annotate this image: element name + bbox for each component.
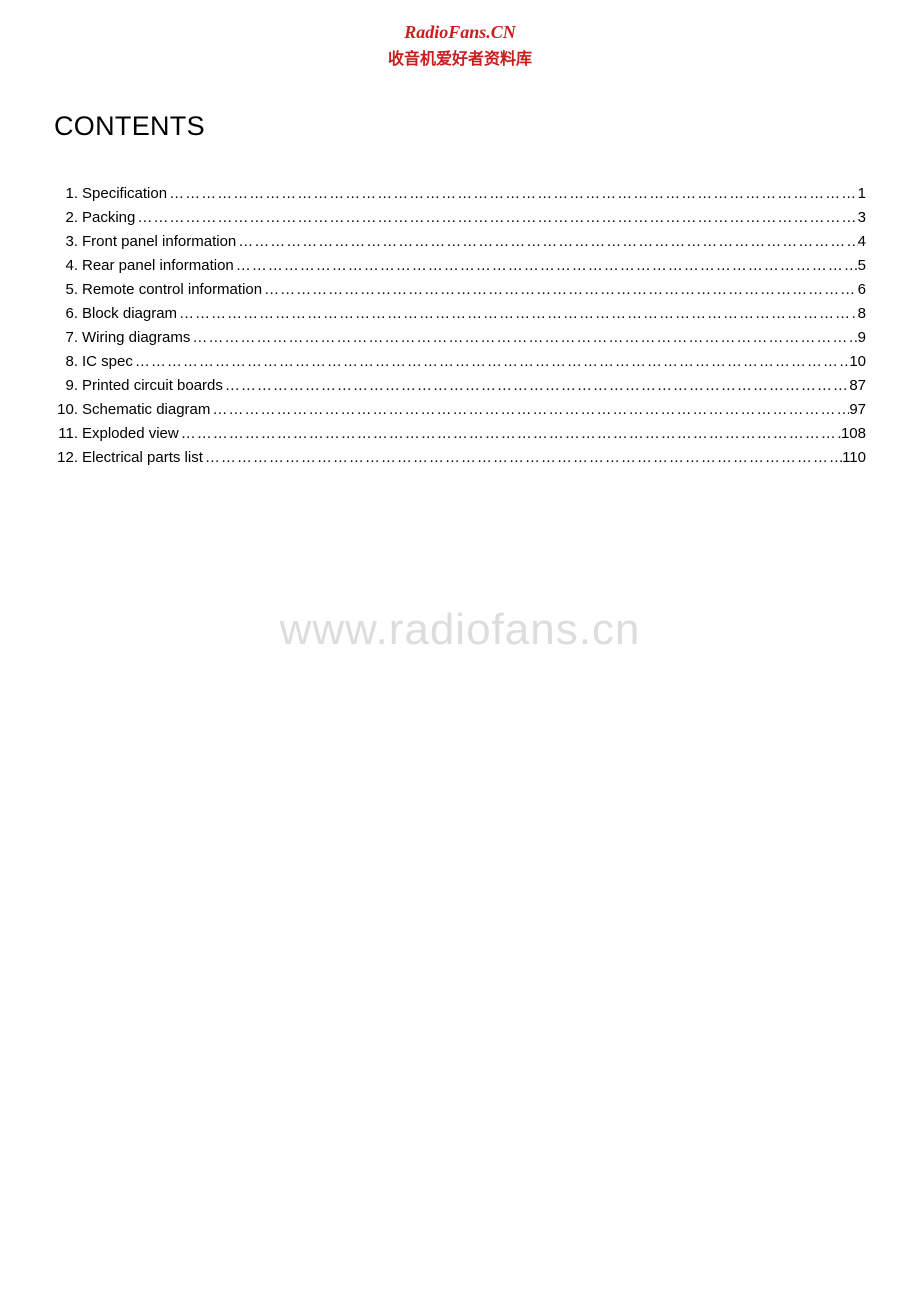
toc-item-page: 3 [858,206,866,230]
toc-item: 11. Exploded view …………………………………………………………… [54,422,866,446]
toc-item-leader: …………………………………………………………………………………………………………… [234,254,858,278]
toc-item-number: 10. [54,398,78,422]
toc-item-page: 10 [849,350,866,374]
toc-item: 4. Rear panel information ……………………………………… [54,254,866,278]
watermark-text: www.radiofans.cn [0,605,920,655]
toc-item-leader: …………………………………………………………………………………………………………… [133,350,849,374]
toc-item: 6. Block diagram ……………………………………………………………… [54,302,866,326]
header-title: RadioFans.CN [0,22,920,43]
contents-section: CONTENTS 1. Specification ……………………………………… [0,69,920,470]
toc-item-label: Block diagram [82,302,177,326]
toc-item-leader: …………………………………………………………………………………………………………… [262,278,858,302]
toc-item-page: 97 [849,398,866,422]
toc-item-number: 8. [54,350,78,374]
toc-item-number: 5. [54,278,78,302]
header-subtitle: 收音机爱好者资料库 [0,45,920,69]
toc-item-page: 9 [858,326,866,350]
toc-item-page: 87 [849,374,866,398]
toc-item-label: IC spec [82,350,133,374]
toc-item-label: Exploded view [82,422,179,446]
toc-item-label: Electrical parts list [82,446,203,470]
toc-item-leader: …………………………………………………………………………………………………………… [190,326,857,350]
toc-item-page: 1 [858,182,866,206]
toc-item-page: 4 [858,230,866,254]
toc-item-leader: …………………………………………………………………………………………………………… [177,302,858,326]
toc-list: 1. Specification ……………………………………………………………… [54,182,866,470]
toc-item: 8. IC spec ……………………………………………………………………………… [54,350,866,374]
toc-item: 3. Front panel information …………………………………… [54,230,866,254]
toc-item-number: 11. [54,422,78,446]
toc-item-number: 1. [54,182,78,206]
toc-item-leader: …………………………………………………………………………………………………………… [135,206,857,230]
toc-item-label: Schematic diagram [82,398,210,422]
toc-item-number: 4. [54,254,78,278]
toc-item-page: 8 [858,302,866,326]
toc-item-leader: …………………………………………………………………………………………………………… [179,422,841,446]
toc-item-leader: …………………………………………………………………………………………………………… [210,398,849,422]
toc-item-label: Rear panel information [82,254,234,278]
toc-item-number: 9. [54,374,78,398]
contents-heading: CONTENTS [54,111,866,142]
toc-item-label: Front panel information [82,230,236,254]
toc-item-leader: …………………………………………………………………………………………………………… [223,374,849,398]
toc-item-leader: …………………………………………………………………………………………………………… [203,446,842,470]
page-header: RadioFans.CN 收音机爱好者资料库 [0,0,920,69]
toc-item-page: 5 [858,254,866,278]
toc-item-number: 2. [54,206,78,230]
toc-item: 1. Specification ……………………………………………………………… [54,182,866,206]
toc-item-leader: …………………………………………………………………………………………………………… [167,182,858,206]
toc-item-number: 7. [54,326,78,350]
toc-item-label: Printed circuit boards [82,374,223,398]
toc-item-leader: …………………………………………………………………………………………………………… [236,230,857,254]
toc-item-page: 6 [858,278,866,302]
toc-item-label: Remote control information [82,278,262,302]
toc-item-page: 108 [841,422,866,446]
toc-item: 2. Packing ……………………………………………………………………………… [54,206,866,230]
toc-item: 12. Electrical parts list ……………………………………… [54,446,866,470]
toc-item-number: 6. [54,302,78,326]
toc-item-number: 12. [54,446,78,470]
toc-item-number: 3. [54,230,78,254]
toc-item-label: Wiring diagrams [82,326,190,350]
toc-item: 9. Printed circuit boards ……………………………………… [54,374,866,398]
toc-item-label: Specification [82,182,167,206]
toc-item: 10. Schematic diagram ………………………………………………… [54,398,866,422]
toc-item-page: 110 [842,446,866,470]
toc-item: 7. Wiring diagrams ………………………………………………………… [54,326,866,350]
toc-item-label: Packing [82,206,135,230]
toc-item: 5. Remote control information …………………………… [54,278,866,302]
